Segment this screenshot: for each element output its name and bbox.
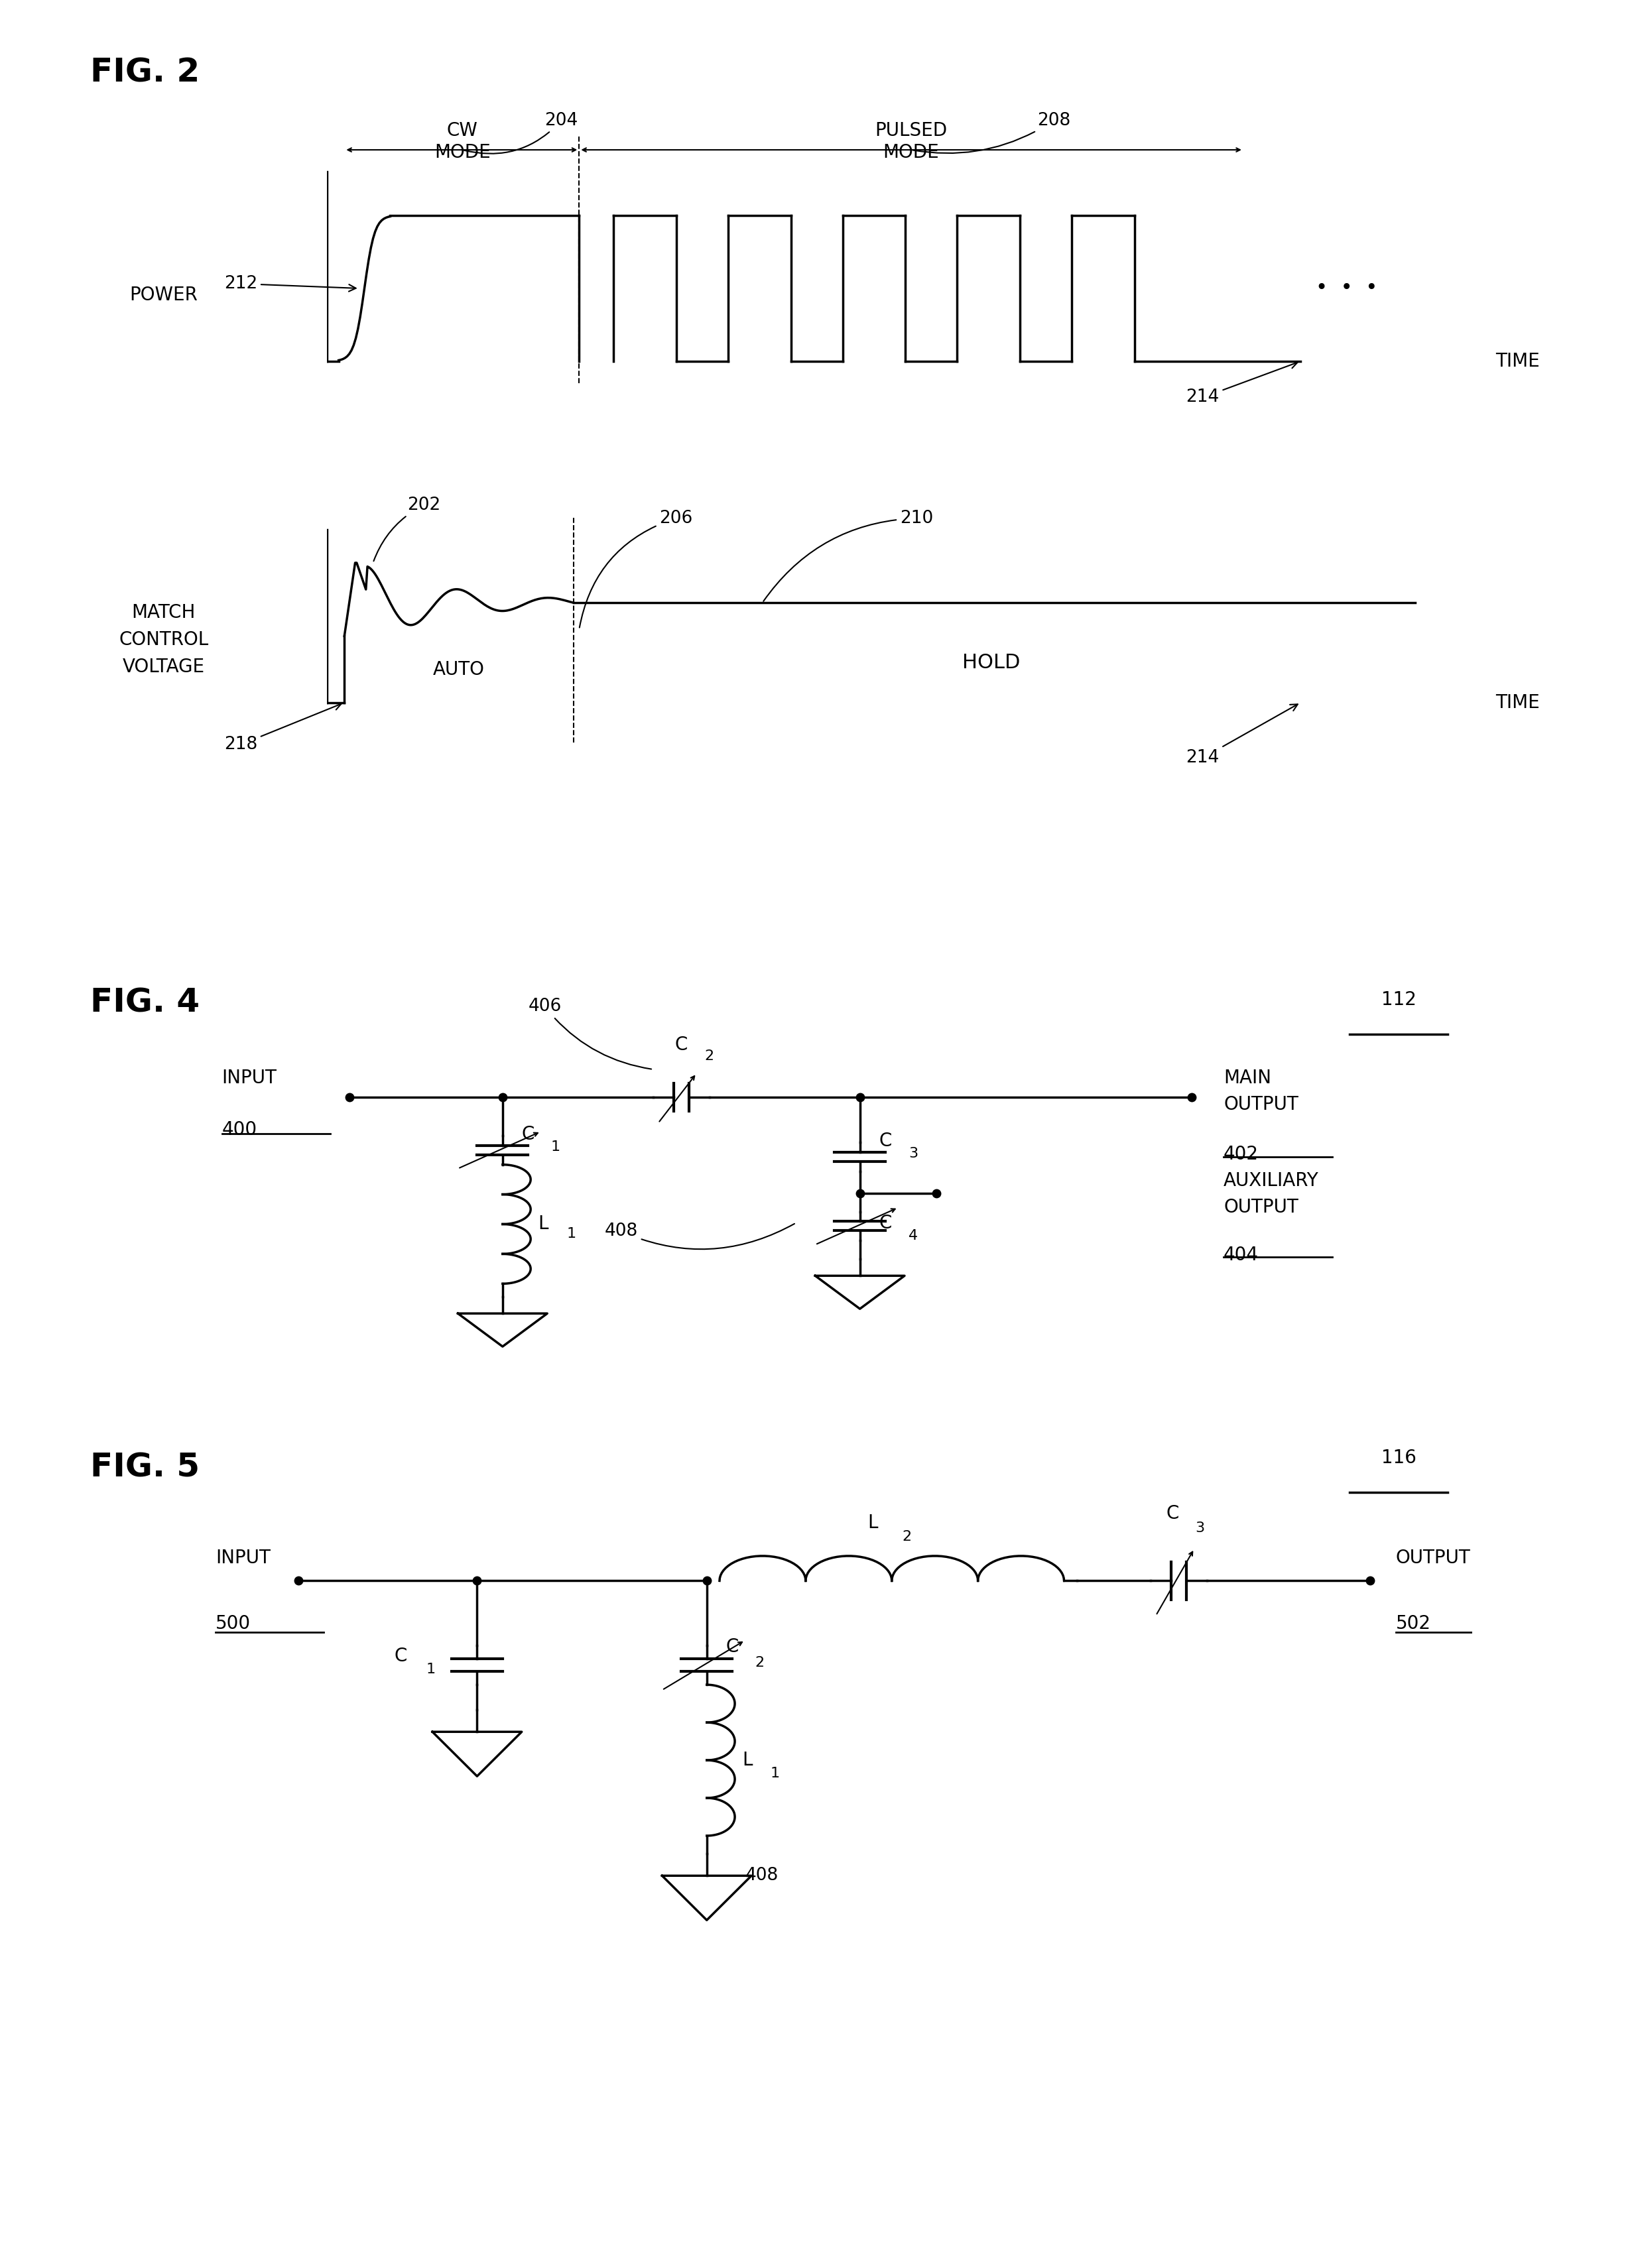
Text: L: L <box>867 1513 879 1531</box>
Text: 218: 218 <box>224 703 342 753</box>
Text: 214: 214 <box>1186 705 1297 767</box>
Text: 500: 500 <box>216 1615 250 1633</box>
Text: OUTPUT: OUTPUT <box>1396 1549 1471 1567</box>
Text: INPUT: INPUT <box>216 1549 270 1567</box>
Text: C: C <box>522 1125 535 1143</box>
Text: 406: 406 <box>528 998 651 1068</box>
Text: 3: 3 <box>908 1148 918 1159</box>
Text: MODE: MODE <box>434 143 491 161</box>
Text: 116: 116 <box>1381 1449 1417 1467</box>
Text: 400: 400 <box>222 1120 257 1139</box>
Text: POWER: POWER <box>129 286 198 304</box>
Text: FIG. 4: FIG. 4 <box>90 987 200 1018</box>
Text: 408: 408 <box>744 1867 779 1885</box>
Text: PULSED: PULSED <box>875 120 947 141</box>
Text: MODE: MODE <box>883 143 939 161</box>
Text: 3: 3 <box>1196 1522 1204 1535</box>
Text: 1: 1 <box>551 1141 561 1154</box>
Text: C: C <box>394 1647 407 1665</box>
Text: 2: 2 <box>703 1050 713 1064</box>
Text: 4: 4 <box>908 1229 918 1243</box>
Text: CW: CW <box>447 120 478 141</box>
Text: 112: 112 <box>1381 991 1417 1009</box>
Text: C: C <box>879 1213 892 1234</box>
Text: 206: 206 <box>579 510 692 628</box>
Text: FIG. 5: FIG. 5 <box>90 1452 200 1483</box>
Text: OUTPUT: OUTPUT <box>1224 1198 1299 1216</box>
Text: L: L <box>743 1751 753 1769</box>
Text: MATCH
CONTROL
VOLTAGE: MATCH CONTROL VOLTAGE <box>119 603 208 676</box>
Text: C: C <box>676 1036 687 1055</box>
Text: •  •  •: • • • <box>1315 279 1378 297</box>
Text: 502: 502 <box>1396 1615 1432 1633</box>
Text: C: C <box>726 1637 739 1656</box>
Text: 212: 212 <box>224 274 357 293</box>
Text: 204: 204 <box>465 111 578 154</box>
Text: MAIN: MAIN <box>1224 1068 1271 1086</box>
Text: 402: 402 <box>1224 1145 1258 1163</box>
Text: 2: 2 <box>903 1531 911 1545</box>
Text: 404: 404 <box>1224 1245 1258 1266</box>
Text: AUTO: AUTO <box>434 660 484 678</box>
Text: 1: 1 <box>771 1767 780 1780</box>
Text: 408: 408 <box>605 1222 795 1250</box>
Text: 1: 1 <box>566 1227 576 1241</box>
Text: INPUT: INPUT <box>222 1068 276 1086</box>
Text: C: C <box>1166 1504 1180 1524</box>
Text: 202: 202 <box>373 497 440 560</box>
Text: 210: 210 <box>764 510 933 601</box>
Text: L: L <box>538 1216 548 1234</box>
Text: FIG. 2: FIG. 2 <box>90 57 200 88</box>
Text: HOLD: HOLD <box>962 653 1021 671</box>
Text: TIME: TIME <box>1495 352 1539 370</box>
Text: 1: 1 <box>425 1662 435 1676</box>
Text: C: C <box>879 1132 892 1150</box>
Text: 214: 214 <box>1186 361 1297 406</box>
Text: TIME: TIME <box>1495 694 1539 712</box>
Text: 208: 208 <box>913 111 1070 154</box>
Text: 2: 2 <box>756 1656 764 1669</box>
Text: OUTPUT: OUTPUT <box>1224 1095 1299 1114</box>
Text: AUXILIARY: AUXILIARY <box>1224 1170 1319 1191</box>
